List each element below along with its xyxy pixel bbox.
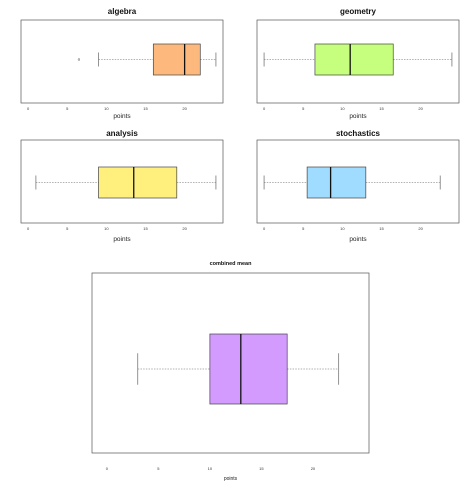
boxplot-panel-5: combined mean 0 5 10 15 20 points <box>91 261 370 482</box>
x-tick-label: 0 <box>263 106 266 111</box>
panel-title: geometry <box>340 7 377 16</box>
x-tick-label: 15 <box>379 106 384 111</box>
x-tick-label: 10 <box>340 106 345 111</box>
x-tick-label: 5 <box>66 106 69 111</box>
x-tick-label: 0 <box>27 226 30 231</box>
x-tick-label: 20 <box>418 106 423 111</box>
x-tick-label: 20 <box>311 466 316 471</box>
x-tick-label: 10 <box>340 226 345 231</box>
iqr-box <box>152 43 201 76</box>
plot-frame <box>91 272 370 454</box>
x-axis-label: points <box>349 236 367 243</box>
boxplot-panel-3: analysis 0 5 10 15 20 points <box>20 129 224 243</box>
x-tick-label: 15 <box>259 466 264 471</box>
outlier-point <box>77 58 81 61</box>
plot-frame <box>20 19 224 104</box>
panel-title: analysis <box>106 129 138 138</box>
x-tick-label: 20 <box>418 226 423 231</box>
iqr-box <box>98 166 178 199</box>
x-axis-label: points <box>113 236 131 243</box>
x-tick-label: 0 <box>106 466 109 471</box>
x-axis-label: points <box>224 476 238 482</box>
panel-title: combined mean <box>210 261 253 267</box>
x-tick-label: 10 <box>208 466 213 471</box>
plot-frame <box>256 19 460 104</box>
x-tick-label: 5 <box>157 466 160 471</box>
boxplot-panel-4: stochastics 0 5 10 15 20 points <box>256 129 460 243</box>
iqr-box <box>209 333 288 405</box>
boxplot-panel-2: geometry 0 5 10 15 20 points <box>256 7 460 120</box>
x-tick-label: 20 <box>182 106 187 111</box>
x-tick-label: 15 <box>143 226 148 231</box>
x-tick-label: 5 <box>302 226 305 231</box>
x-tick-label: 0 <box>263 226 266 231</box>
plot-frame <box>20 139 224 224</box>
boxplot-panel-1: algebra 0 5 10 15 20 points <box>20 7 224 120</box>
x-tick-label: 15 <box>379 226 384 231</box>
x-tick-label: 10 <box>104 106 109 111</box>
x-tick-label: 0 <box>27 106 30 111</box>
x-axis-label: points <box>349 113 367 120</box>
x-tick-label: 5 <box>66 226 69 231</box>
x-tick-label: 10 <box>104 226 109 231</box>
x-tick-label: 20 <box>182 226 187 231</box>
iqr-box <box>314 43 394 76</box>
x-tick-label: 5 <box>302 106 305 111</box>
panel-title: stochastics <box>336 129 381 138</box>
iqr-box <box>306 166 367 199</box>
plot-frame <box>256 139 460 224</box>
panel-title: algebra <box>108 7 137 16</box>
x-axis-label: points <box>113 113 131 120</box>
x-tick-label: 15 <box>143 106 148 111</box>
